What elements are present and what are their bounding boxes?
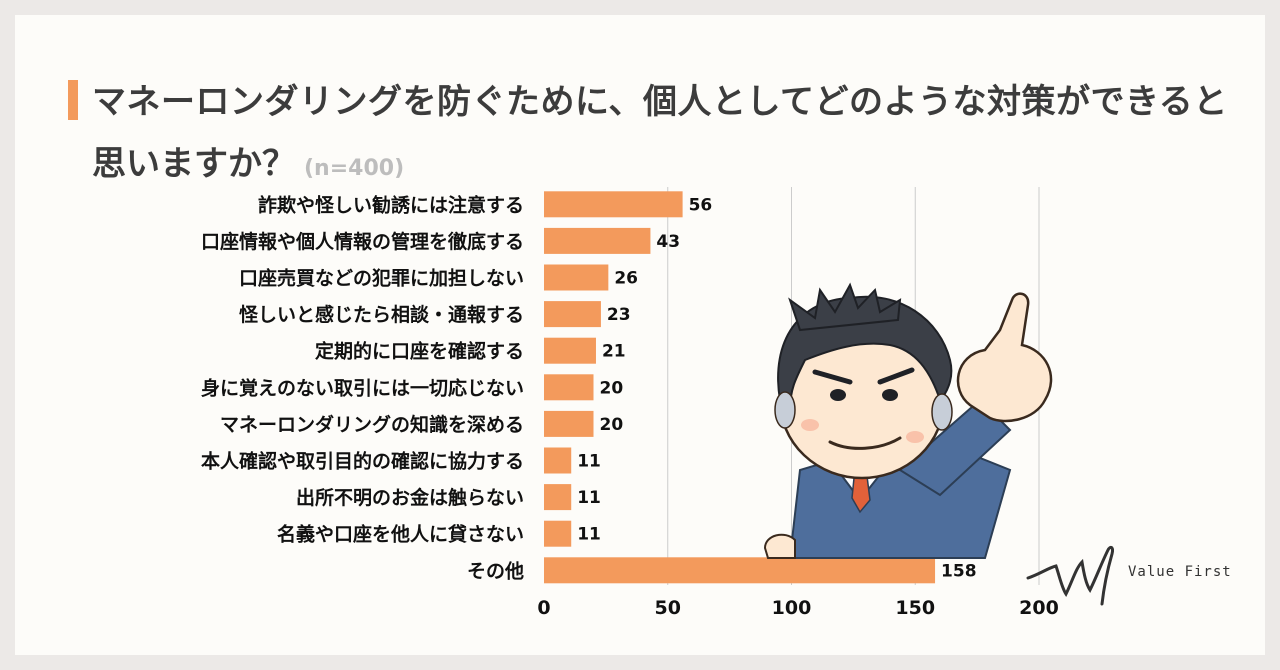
category-label: 定期的に口座を確認する bbox=[315, 340, 524, 363]
bar bbox=[544, 191, 683, 218]
value-label: 56 bbox=[689, 195, 713, 215]
bar bbox=[544, 301, 601, 328]
brand-mark-icon bbox=[1026, 545, 1114, 606]
category-label: 口座売買などの犯罪に加担しない bbox=[239, 267, 524, 290]
page-title-line2: 思いますか？ (n=400) bbox=[92, 136, 404, 185]
page-title-line2-text: 思いますか？ bbox=[92, 144, 296, 184]
bar bbox=[544, 484, 572, 511]
value-label: 26 bbox=[614, 269, 638, 289]
value-label: 158 bbox=[941, 561, 977, 581]
value-label: 11 bbox=[577, 525, 601, 545]
x-tick-label: 100 bbox=[772, 597, 812, 619]
value-label: 23 bbox=[607, 305, 631, 325]
bar bbox=[544, 227, 651, 254]
brand-name: Value First bbox=[1128, 564, 1232, 580]
category-label: 詐欺や怪しい勧誘には注意する bbox=[258, 193, 524, 216]
bar bbox=[544, 264, 609, 291]
value-label: 21 bbox=[602, 342, 626, 362]
card bbox=[15, 15, 1265, 655]
sample-size: (n=400) bbox=[304, 156, 405, 181]
value-label: 43 bbox=[656, 232, 680, 252]
labels: 0 50 100 150 200 詐欺や怪しい勧誘には注意する 56 口座情報や個人情報の管理… bbox=[201, 193, 1059, 619]
bar bbox=[544, 410, 594, 437]
category-label: マネーロンダリングの知識を深める bbox=[220, 413, 524, 436]
x-tick-label: 0 bbox=[537, 597, 550, 619]
bar bbox=[544, 557, 936, 584]
bar bbox=[544, 520, 572, 547]
category-label: 身に覚えのない取引には一切応じない bbox=[201, 376, 524, 399]
x-tick-label: 50 bbox=[655, 597, 681, 619]
category-label: 口座情報や個人情報の管理を徹底する bbox=[201, 230, 524, 253]
category-label: その他 bbox=[467, 559, 524, 582]
category-label: 本人確認や取引目的の確認に協力する bbox=[201, 450, 524, 473]
bars bbox=[544, 191, 936, 584]
category-label: 名義や口座を他人に貸さない bbox=[277, 523, 524, 546]
category-label: 怪しいと感じたら相談・通報する bbox=[239, 303, 524, 326]
x-tick-label: 200 bbox=[1019, 597, 1059, 619]
bar bbox=[544, 447, 572, 474]
value-label: 20 bbox=[600, 415, 624, 435]
value-label: 11 bbox=[577, 488, 601, 508]
x-tick-label: 150 bbox=[895, 597, 935, 619]
title-accent-bar bbox=[68, 80, 78, 120]
category-label: 出所不明のお金は触らない bbox=[296, 486, 524, 509]
value-label: 20 bbox=[600, 378, 624, 398]
bar bbox=[544, 337, 596, 364]
brand-logo: Value First bbox=[1026, 538, 1236, 608]
bar bbox=[544, 374, 594, 401]
value-label: 11 bbox=[577, 452, 601, 472]
page-title-line1: マネーロンダリングを防ぐために、個人としてどのような対策ができると bbox=[92, 82, 1228, 122]
